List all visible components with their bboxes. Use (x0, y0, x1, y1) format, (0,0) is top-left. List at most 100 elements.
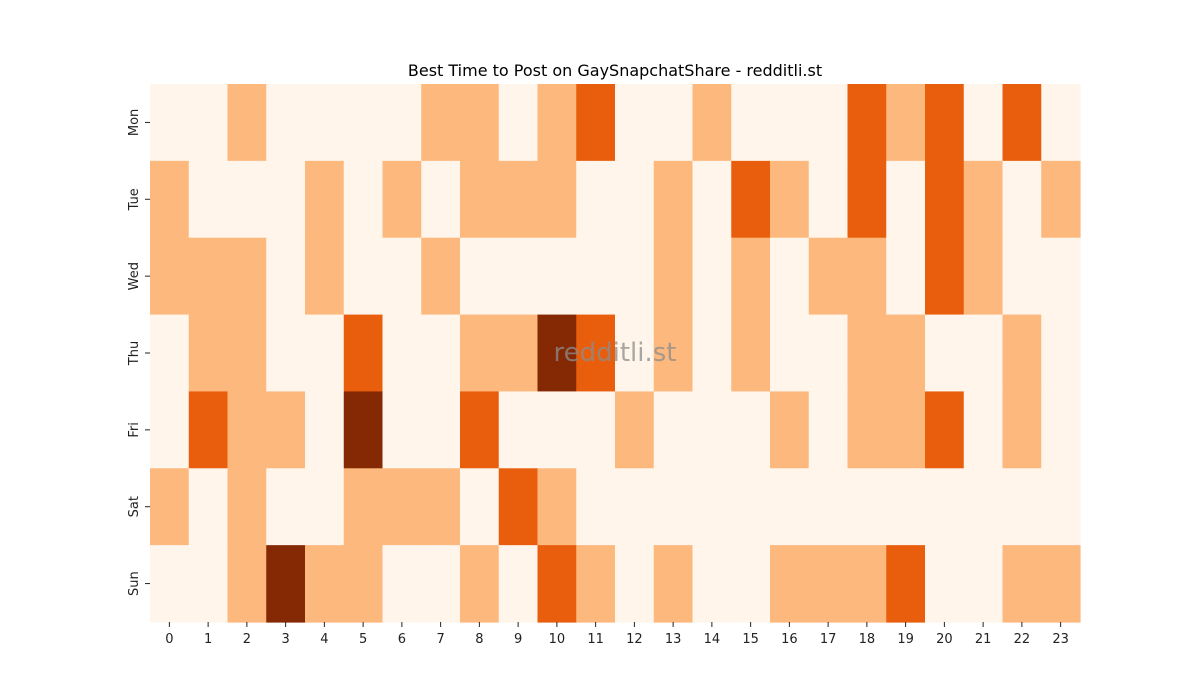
heatmap-cell-sat-0 (150, 468, 190, 546)
heatmap-cell-sun-14 (692, 545, 732, 623)
heatmap-cell-fri-17 (808, 391, 849, 469)
watermark-text: redditli.st (554, 338, 677, 368)
heatmap-cell-fri-20 (925, 391, 965, 469)
heatmap-cell-sat-22 (1002, 468, 1042, 546)
heatmap-cell-thu-12 (615, 314, 655, 393)
x-tick-label-21: 21 (975, 632, 992, 647)
heatmap-cell-wed-2 (227, 237, 267, 316)
heatmap-cell-fri-16 (770, 391, 810, 469)
heatmap-cell-mon-4 (305, 84, 345, 162)
heatmap-cell-mon-8 (460, 84, 500, 162)
heatmap-cell-mon-10 (537, 84, 577, 162)
heatmap-cell-thu-17 (808, 314, 849, 393)
heatmap-cell-sun-2 (227, 545, 267, 623)
heatmap-cell-sun-16 (770, 545, 810, 623)
heatmap-cell-tue-9 (498, 160, 539, 239)
heatmap-cell-tue-5 (343, 160, 384, 239)
heatmap-cell-sat-6 (382, 468, 422, 546)
heatmap-cell-wed-18 (847, 237, 887, 316)
heatmap-cell-wed-8 (460, 237, 500, 316)
heatmap-cell-wed-15 (731, 237, 771, 316)
heatmap-cell-sun-17 (808, 545, 849, 623)
heatmap-cell-mon-3 (266, 84, 306, 162)
heatmap-cell-fri-9 (498, 391, 539, 469)
heatmap-cell-sat-20 (925, 468, 965, 546)
heatmap-cell-thu-10 (537, 314, 577, 393)
heatmap-cell-wed-6 (382, 237, 422, 316)
heatmap-cell-sat-8 (460, 468, 500, 546)
heatmap-cell-sun-5 (343, 545, 384, 623)
x-tick-label-13: 13 (665, 632, 682, 647)
heatmap-cell-tue-22 (1002, 160, 1042, 239)
y-tick-label-sun: Sun (127, 571, 142, 596)
heatmap-cell-tue-12 (615, 160, 655, 239)
heatmap-cell-mon-17 (808, 84, 849, 162)
heatmap-cell-fri-22 (1002, 391, 1042, 469)
x-tick-label-2: 2 (243, 632, 251, 647)
heatmap-cell-mon-11 (576, 84, 616, 162)
x-tick-label-9: 9 (514, 632, 522, 647)
heatmap-cell-fri-18 (847, 391, 887, 469)
heatmap-cell-sat-3 (266, 468, 306, 546)
x-tick-label-14: 14 (704, 632, 721, 647)
heatmap-cell-sun-22 (1002, 545, 1042, 623)
heatmap-cell-sat-16 (770, 468, 810, 546)
heatmap-cell-sun-11 (576, 545, 616, 623)
y-tick-label-mon: Mon (127, 109, 142, 136)
heatmap-cell-sat-4 (305, 468, 345, 546)
heatmap-cell-mon-9 (498, 84, 539, 162)
x-tick-label-7: 7 (436, 632, 444, 647)
heatmap-cell-fri-2 (227, 391, 267, 469)
heatmap-cell-mon-1 (188, 84, 229, 162)
heatmap-cell-wed-16 (770, 237, 810, 316)
heatmap-cell-mon-20 (925, 84, 965, 162)
heatmap-cell-sun-12 (615, 545, 655, 623)
heatmap-cell-thu-18 (847, 314, 887, 393)
y-tick-label-sat: Sat (127, 496, 142, 517)
heatmap-cell-thu-23 (1041, 314, 1081, 393)
heatmap-cell-thu-9 (498, 314, 539, 393)
x-tick-label-8: 8 (475, 632, 483, 647)
heatmap-cell-sat-1 (188, 468, 229, 546)
heatmap-cell-sat-19 (886, 468, 926, 546)
heatmap-cell-tue-13 (653, 160, 694, 239)
x-tick-label-23: 23 (1052, 632, 1069, 647)
heatmap-cell-thu-15 (731, 314, 771, 393)
y-tick-label-thu: Thu (127, 341, 142, 366)
heatmap-cell-sat-9 (498, 468, 539, 546)
heatmap-cell-fri-15 (731, 391, 771, 469)
heatmap-cell-mon-19 (886, 84, 926, 162)
x-tick-label-19: 19 (897, 632, 914, 647)
heatmap-cell-mon-23 (1041, 84, 1081, 162)
heatmap-cell-sun-3 (266, 545, 306, 623)
heatmap-cell-fri-19 (886, 391, 926, 469)
heatmap-cell-fri-0 (150, 391, 190, 469)
x-tick-label-16: 16 (781, 632, 798, 647)
heatmap-cell-sat-17 (808, 468, 849, 546)
heatmap-cell-mon-2 (227, 84, 267, 162)
heatmap-cell-sun-13 (653, 545, 694, 623)
x-tick-label-20: 20 (936, 632, 953, 647)
heatmap-cell-tue-6 (382, 160, 422, 239)
heatmap-cell-thu-19 (886, 314, 926, 393)
heatmap-cells (150, 84, 1081, 623)
heatmap-cell-mon-21 (963, 84, 1004, 162)
heatmap-cell-mon-22 (1002, 84, 1042, 162)
x-tick-label-5: 5 (359, 632, 367, 647)
heatmap-cell-sun-15 (731, 545, 771, 623)
chart-title: Best Time to Post on GaySnapchatShare - … (408, 61, 822, 80)
heatmap-cell-wed-11 (576, 237, 616, 316)
heatmap-cell-mon-7 (421, 84, 461, 162)
heatmap-cell-wed-5 (343, 237, 384, 316)
heatmap-cell-fri-5 (343, 391, 384, 469)
y-tick-label-fri: Fri (127, 422, 142, 438)
heatmap-cell-sun-23 (1041, 545, 1081, 623)
heatmap-cell-tue-4 (305, 160, 345, 239)
heatmap-cell-sun-8 (460, 545, 500, 623)
heatmap-cell-wed-1 (188, 237, 229, 316)
heatmap-cell-fri-3 (266, 391, 306, 469)
heatmap-cell-sat-12 (615, 468, 655, 546)
heatmap-cell-wed-22 (1002, 237, 1042, 316)
heatmap-cell-thu-2 (227, 314, 267, 393)
